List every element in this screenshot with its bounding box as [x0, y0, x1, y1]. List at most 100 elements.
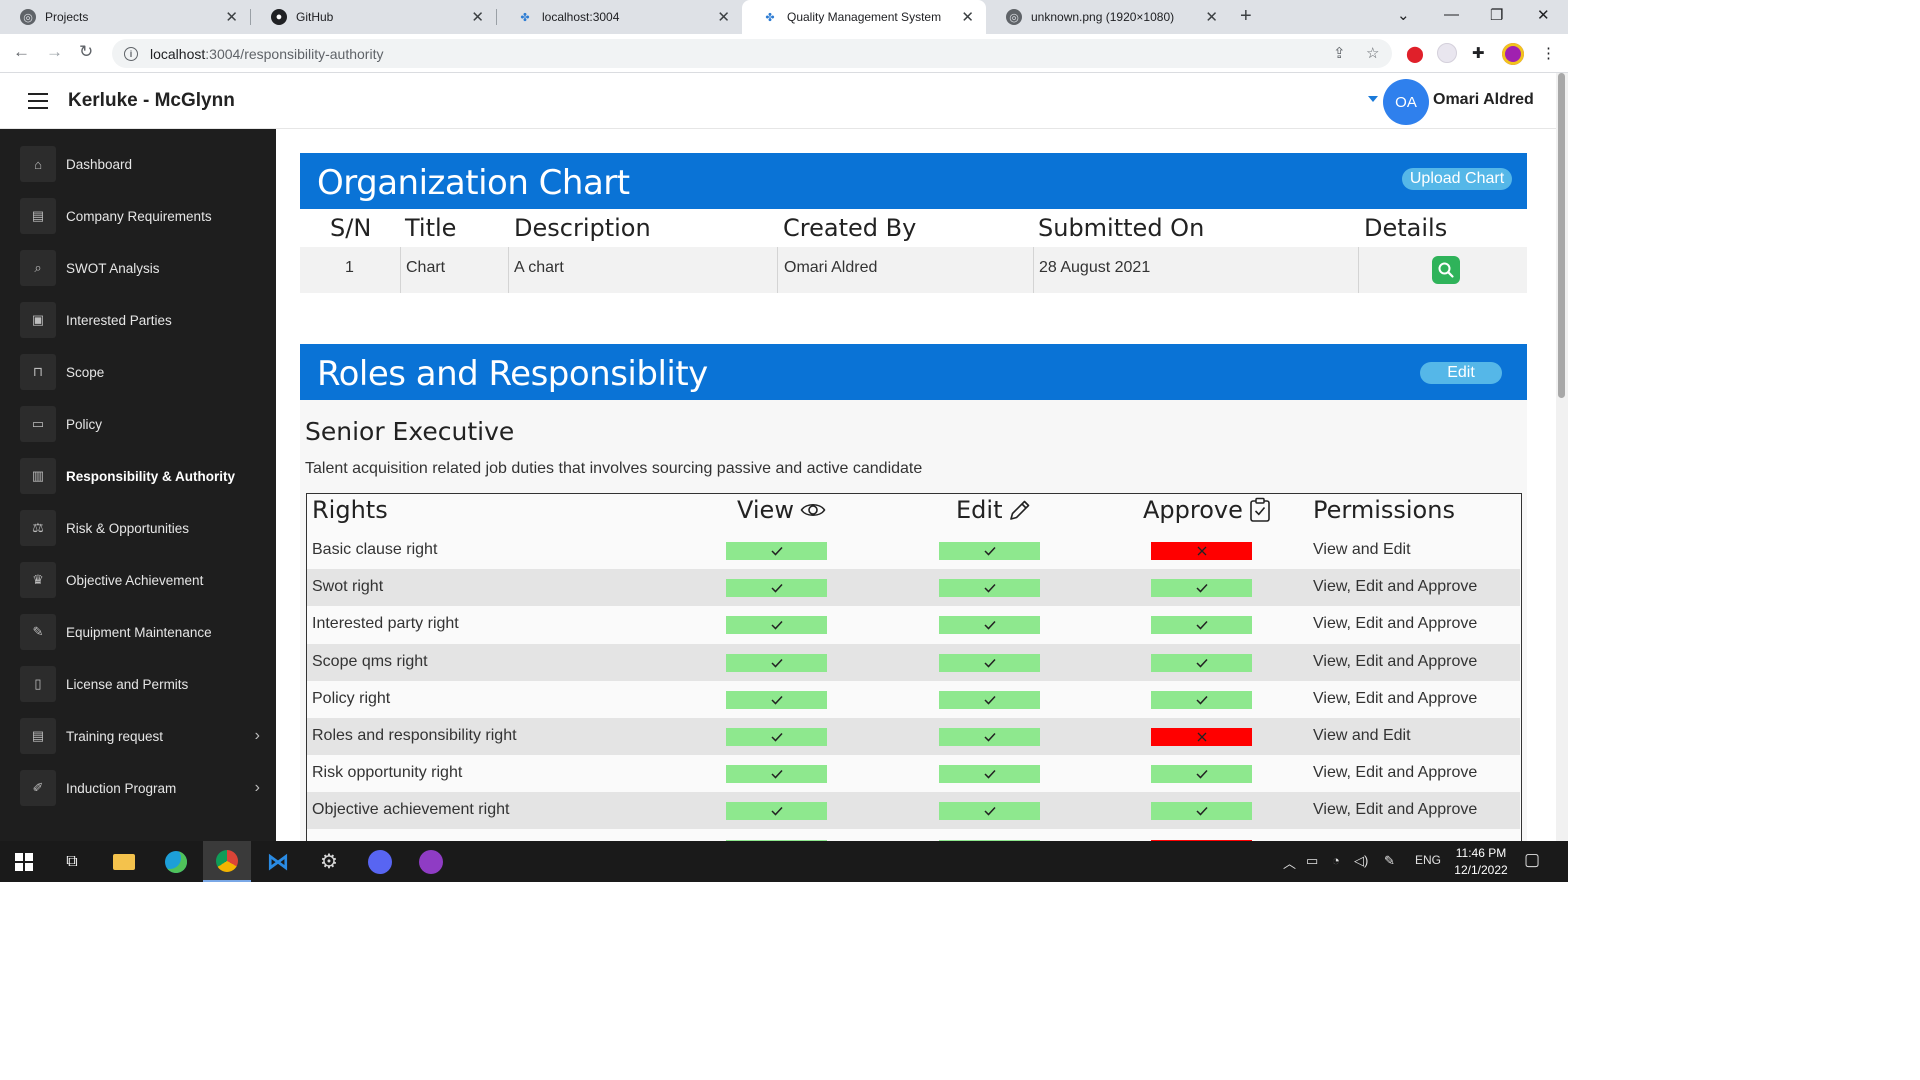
rights-row: Objective achievement right View, Edit an… — [307, 792, 1520, 830]
discord-icon[interactable] — [356, 841, 404, 882]
sidebar-item-label: Training request — [66, 728, 164, 744]
cross-icon — [1197, 546, 1207, 556]
volume-icon[interactable]: ◁) — [1354, 853, 1369, 868]
pen-tray-icon[interactable]: ✎ — [1384, 853, 1395, 868]
bookmark-star-icon[interactable]: ☆ — [1366, 45, 1380, 62]
upload-chart-button[interactable]: Upload Chart — [1402, 168, 1512, 190]
opera-extension-icon[interactable]: ⬤ — [1406, 46, 1424, 63]
share-icon[interactable]: ⇪ — [1333, 45, 1346, 62]
right-name: Policy right — [312, 689, 391, 707]
edge-icon[interactable] — [152, 841, 200, 882]
back-button[interactable]: ← — [13, 42, 30, 61]
close-tab-icon[interactable]: ✕ — [225, 9, 238, 26]
view-header-label: View — [737, 496, 794, 524]
profile-avatar-icon[interactable] — [1502, 43, 1524, 65]
chevron-right-icon: › — [254, 779, 260, 796]
battery-icon[interactable]: ▭ — [1306, 853, 1319, 868]
forward-button[interactable]: → — [46, 42, 63, 61]
sidebar-item-swot-analysis[interactable]: ⌕ SWOT Analysis — [20, 248, 272, 288]
cross-icon — [1197, 732, 1207, 742]
sidebar-item-scope[interactable]: ⊓ Scope — [20, 352, 272, 392]
file-explorer-icon[interactable] — [100, 841, 148, 882]
browser-menu-icon[interactable]: ⋮ — [1541, 45, 1556, 62]
search-icon — [1438, 262, 1454, 278]
tab-search-icon[interactable]: ⌄ — [1397, 7, 1410, 24]
chrome-icon[interactable] — [203, 841, 251, 882]
new-tab-button[interactable]: + — [1240, 5, 1252, 27]
vscode-icon[interactable]: ⋈ — [267, 848, 289, 874]
github-desktop-icon[interactable] — [407, 841, 455, 882]
sidebar-item-induction-program[interactable]: ✐ Induction Program › — [20, 768, 272, 808]
windows-taskbar: ⧉ ⋈ ⚙ ︿ ▭ ◔ ◁) ✎ ENG 11:46 PM 12/1/2022 … — [0, 841, 1568, 882]
page-scrollbar[interactable] — [1556, 73, 1568, 841]
user-avatar[interactable]: OA — [1383, 79, 1429, 125]
sidebar-item-license-permits[interactable]: ▯ License and Permits — [20, 664, 272, 704]
puzzle-extensions-icon[interactable]: ✚ — [1472, 45, 1485, 62]
user-dropdown-caret-icon[interactable] — [1368, 96, 1378, 102]
sidebar-item-risk-opportunities[interactable]: ⚖ Risk & Opportunities — [20, 508, 272, 548]
view-details-button[interactable] — [1432, 256, 1460, 284]
check-icon — [770, 732, 783, 742]
close-window-button[interactable]: ✕ — [1537, 7, 1550, 24]
column-divider — [1358, 247, 1359, 293]
cell-title: Chart — [406, 259, 446, 276]
close-tab-icon[interactable]: ✕ — [471, 9, 484, 26]
view-allowed-cell — [726, 579, 827, 598]
sidebar-item-responsibility-authority[interactable]: ▥ Responsibility & Authority — [20, 456, 272, 496]
browser-tab[interactable]: ● GitHub ✕ — [251, 0, 496, 34]
sidebar-item-label: Company Requirements — [66, 208, 212, 224]
edit-allowed-cell — [939, 653, 1040, 672]
windows-start-icon[interactable] — [0, 841, 48, 882]
browser-tab[interactable]: ✤ localhost:3004 ✕ — [497, 0, 742, 34]
menu-toggle-icon[interactable] — [28, 93, 48, 109]
notifications-icon[interactable]: ▢ — [1524, 850, 1541, 869]
site-info-icon[interactable]: i — [124, 46, 138, 61]
sidebar-item-dashboard[interactable]: ⌂ Dashboard — [20, 144, 272, 184]
reload-button[interactable]: ↻ — [79, 42, 94, 61]
browser-tab[interactable]: ◎ Projects ✕ — [0, 0, 250, 34]
check-icon — [983, 695, 996, 705]
browser-tab[interactable]: ◎ unknown.png (1920×1080) ✕ — [986, 0, 1230, 34]
sidebar-item-company-requirements[interactable]: ▤ Company Requirements — [20, 196, 272, 236]
edit-roles-button[interactable]: Edit — [1420, 362, 1502, 384]
role-name: Senior Executive — [305, 417, 515, 446]
rights-table: Rights View Edit Approve Permissions Ba — [306, 493, 1522, 858]
check-icon — [770, 695, 783, 705]
language-indicator[interactable]: ENG — [1415, 853, 1442, 867]
scrollbar-thumb[interactable] — [1558, 73, 1565, 398]
extension-icon[interactable] — [1437, 43, 1457, 63]
browser-tab-active[interactable]: ✤ Quality Management System ✕ — [742, 0, 986, 34]
check-icon — [770, 620, 783, 630]
clock[interactable]: 11:46 PM 12/1/2022 — [1446, 845, 1516, 879]
close-tab-icon[interactable]: ✕ — [1205, 9, 1218, 26]
wrench-icon: ✎ — [20, 614, 56, 650]
sidebar-item-training-request[interactable]: ▤ Training request › — [20, 716, 272, 756]
steam-icon[interactable]: ⚙ — [320, 851, 338, 873]
tab-title: unknown.png (1920×1080) — [1031, 10, 1175, 24]
close-tab-icon[interactable]: ✕ — [717, 9, 730, 26]
tray-chevron-up-icon[interactable]: ︿ — [1283, 856, 1297, 871]
github-icon: ● — [271, 9, 287, 25]
user-name[interactable]: Omari Aldred — [1433, 91, 1534, 108]
task-view-icon[interactable]: ⧉ — [66, 852, 78, 870]
restore-button[interactable]: ❐ — [1490, 7, 1504, 24]
tab-title: GitHub — [296, 10, 334, 24]
column-header-title: Title — [405, 214, 457, 242]
sidebar-item-policy[interactable]: ▭ Policy — [20, 404, 272, 444]
wifi-icon[interactable]: ◔ — [1332, 853, 1340, 868]
right-name: Basic clause right — [312, 541, 438, 558]
sidebar-item-equipment-maintenance[interactable]: ✎ Equipment Maintenance — [20, 612, 272, 652]
check-icon — [1195, 695, 1208, 705]
check-icon — [770, 546, 783, 556]
sidebar-item-interested-parties[interactable]: ▣ Interested Parties — [20, 300, 272, 340]
roles-header: Roles and Responsiblity Edit — [300, 344, 1527, 400]
contact-icon: ▣ — [20, 302, 56, 338]
balance-scale-icon: ⚖ — [20, 510, 56, 546]
address-bar[interactable]: i localhost:3004/responsibility-authorit… — [112, 39, 1392, 68]
sidebar-item-objective-achievement[interactable]: ♛ Objective Achievement — [20, 560, 272, 600]
chevron-right-icon: › — [254, 727, 260, 744]
edit-allowed-cell — [939, 579, 1040, 598]
minimize-button[interactable]: — — [1444, 6, 1459, 23]
close-tab-icon[interactable]: ✕ — [961, 9, 974, 26]
permission-text: View, Edit and Approve — [1313, 801, 1478, 819]
